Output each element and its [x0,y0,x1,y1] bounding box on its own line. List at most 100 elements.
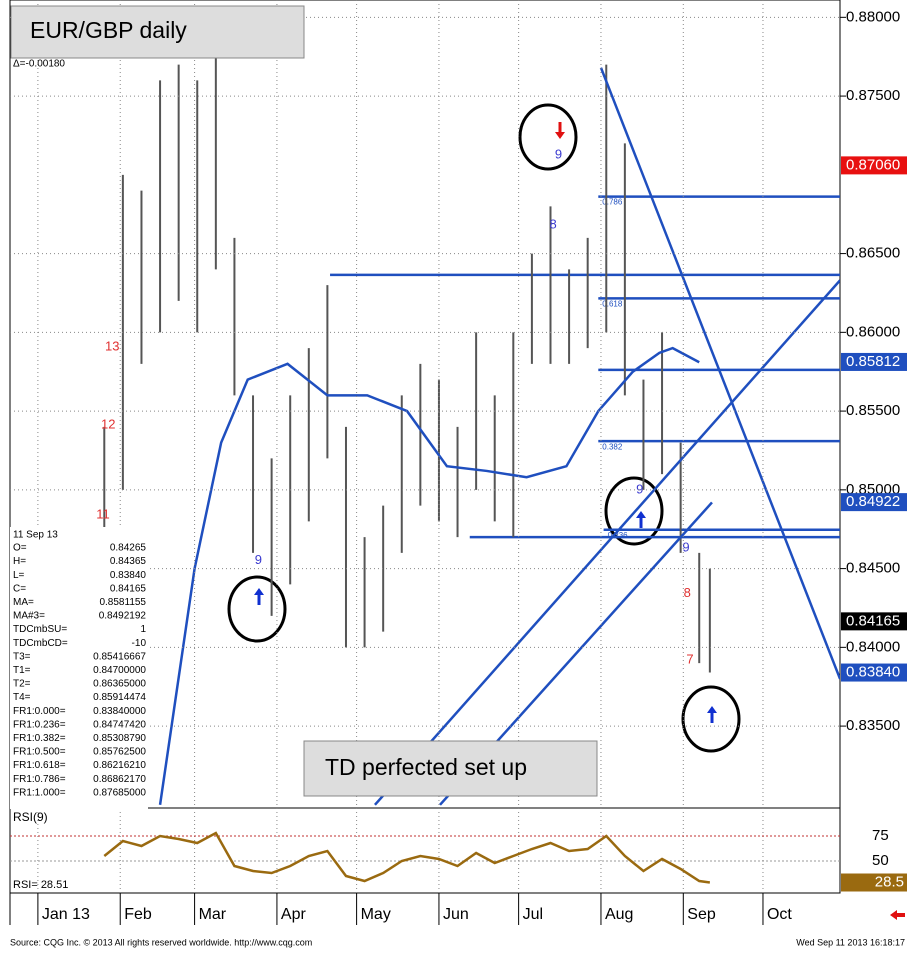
trendline [373,279,840,806]
oval [227,575,287,643]
x-tick-label: Jul [523,906,543,923]
info-label: FR1:0.382= [13,733,66,744]
info-value: 0.86365000 [93,679,146,690]
arrow-head [636,511,646,518]
source: Source: CQG Inc. © 2013 All rights reser… [10,937,312,947]
nav-arrow[interactable] [890,910,905,920]
info-label: T2= [13,679,31,690]
info-label: C= [13,583,26,594]
td-count: 12 [101,417,115,432]
level-label: 0.236 [608,531,629,540]
x-tick-label: Feb [124,906,152,923]
info-label: T4= [13,692,31,703]
price-marker-label: 0.83840 [846,664,900,681]
x-tick-label: Sep [687,906,716,923]
info-label: H= [13,556,26,567]
rsi-line [103,831,711,884]
moving-average [158,346,700,806]
info-label: FR1:0.236= [13,719,66,730]
arrow-head [707,706,717,713]
info-label: T1= [13,665,31,676]
info-panel [10,527,148,809]
price-marker [841,352,907,371]
rsi-title: RSI(9) [13,810,48,824]
info-value: 0.85308790 [93,733,146,744]
y-tick-label: 0.85500 [846,402,900,419]
level-label: 0.382 [602,442,623,451]
price-marker-label: 0.84165 [846,612,900,629]
x-tick-label: Aug [605,906,633,923]
td-count: 9 [555,147,562,162]
title-box [10,5,305,59]
y-tick-label: 0.86500 [846,245,900,262]
info-value: 0.84747420 [93,719,146,730]
rsi-tick-label: 75 [872,827,889,844]
td-count: 7 [686,651,693,666]
price-marker [841,493,907,512]
td-count: 9 [636,481,643,496]
delta-label: Δ=-0.00180 [13,59,65,70]
info-value: 0.84700000 [93,665,146,676]
annotation-box [303,740,598,797]
rsi-marker-label: 28.5 [875,873,904,890]
y-tick-label: 0.84000 [846,638,900,655]
price-marker-label: 0.85812 [846,353,900,370]
info-label: L= [13,570,25,581]
x-tick-label: Jan 13 [42,906,90,923]
chart-title: EUR/GBP daily [30,17,187,43]
info-value: 0.83840000 [93,706,146,717]
y-tick-label: 0.88000 [846,8,900,25]
rsi-tick-label: 50 [872,852,889,869]
annotation: TD perfected set up [325,754,527,780]
arrows [254,122,717,723]
info-label: FR1:0.000= [13,706,66,717]
rsi-marker [841,873,907,892]
info-value: 0.84365 [110,556,147,567]
info-value: 0.83840 [110,570,147,581]
info-label: MA= [13,597,34,608]
info-value: -10 [132,638,147,649]
y-tick-label: 0.86000 [846,323,900,340]
info-value: 0.8581155 [99,597,146,608]
info-label: FR1:0.786= [13,774,66,785]
y-tick-label: 0.87500 [846,87,900,104]
td-count: 9 [255,552,262,567]
ovals [227,103,741,753]
plot-frame [9,0,841,894]
info-label: TDCmbSU= [13,624,67,635]
info-value: 1 [140,624,146,635]
x-tick-label: May [361,906,391,923]
x-tick-label: Oct [767,906,792,923]
timestamp: Wed Sep 11 2013 16:18:17 [796,937,905,947]
td-count: 9 [682,539,689,554]
level-label: 0.786 [602,198,623,207]
info-label: O= [13,543,27,554]
x-tick-label: Jun [443,906,469,923]
info-value: 0.8492192 [99,611,147,622]
info-header: 11 Sep 13 [13,530,58,541]
info-value: 0.86216210 [93,760,146,771]
arrow-head [555,132,565,139]
price-marker [841,612,907,631]
info-label: FR1:0.500= [13,747,66,758]
price-marker [841,663,907,682]
level-label: 0.618 [602,299,623,308]
info-label: FR1:1.000= [13,787,66,798]
price-marker [841,156,907,175]
x-tick-label: Mar [199,906,227,923]
main-panel: 0.786 0.618 0.382 0.236 13 12 11 9 8 9 9 7 9 8 [96,33,840,806]
trendline [599,67,840,680]
info-value: 0.87685000 [93,787,146,798]
arrow-head [254,588,264,595]
td-count: 8 [684,585,691,600]
info-label: T3= [13,651,31,662]
oval [518,103,578,171]
y-tick-label: 0.84500 [846,560,900,577]
info-value: 0.85416667 [93,651,146,662]
td-count: 8 [550,217,557,232]
info-value: 0.84165 [110,583,147,594]
info-value: 0.86862170 [93,774,146,785]
td-count: 11 [96,506,110,521]
rsi-readout: RSI= 28.51 [13,879,68,891]
